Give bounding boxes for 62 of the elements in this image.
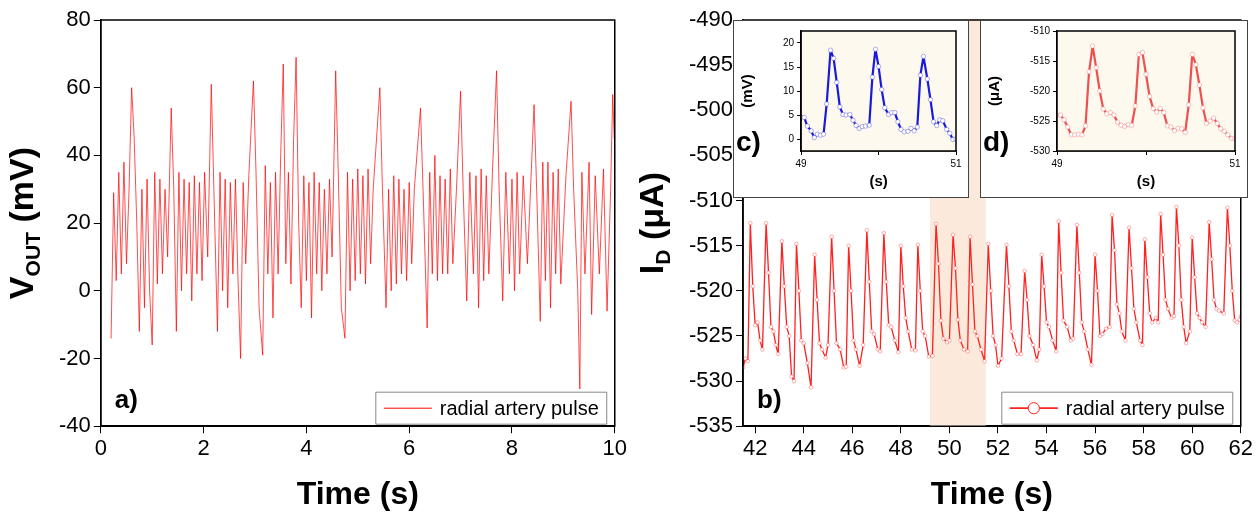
x-tick-label: 56: [1082, 435, 1108, 461]
y-tick-label: 20: [66, 209, 91, 235]
x-tick-label: 52: [985, 435, 1011, 461]
y-tick-label: -515: [688, 231, 734, 257]
y-tick-label: 10: [783, 84, 795, 96]
y-tick-label: -500: [688, 96, 734, 122]
y-tick-label: -20: [59, 344, 91, 370]
y-tick-label: -510: [688, 186, 734, 212]
y-axis-title: (μA): [985, 76, 1003, 106]
annotation: d): [983, 125, 1010, 157]
y-tick-label: 80: [66, 6, 91, 32]
y-tick-label: -520: [688, 276, 734, 302]
x-tick-label: 42: [742, 435, 768, 461]
annotation: b): [757, 384, 782, 415]
y-tick-label: 5: [788, 108, 795, 120]
x-tick-label: 4: [300, 435, 313, 461]
y-tick-label: -530: [688, 367, 734, 393]
annotation: c): [736, 125, 761, 157]
legend-label: radial artery pulse: [439, 396, 599, 419]
y-tick-label: -490: [688, 6, 734, 32]
y-tick-label: 60: [66, 73, 91, 99]
y-tick-label: -525: [688, 322, 734, 347]
x-tick-label: 10: [602, 435, 628, 461]
x-tick-label: 54: [1034, 435, 1059, 461]
x-tick-label: 62: [1228, 435, 1254, 461]
y-tick-label: -40: [59, 412, 91, 438]
x-tick-label: 51: [950, 157, 962, 169]
y-axis-title: ID (μA): [632, 172, 675, 275]
y-tick-label: 0: [788, 132, 795, 144]
x-tick-label: 60: [1179, 435, 1205, 461]
y-tick-label: -535: [688, 412, 734, 438]
x-tick-label: 46: [840, 435, 865, 461]
y-tick-label: -530: [1030, 144, 1051, 156]
x-tick-label: 49: [795, 157, 808, 169]
x-axis-title: Time (s): [930, 474, 1053, 511]
y-axis-title: (mV): [738, 74, 756, 108]
y-tick-label: 20: [783, 36, 795, 48]
x-tick-label: 50: [937, 435, 962, 461]
y-tick-label: -495: [688, 51, 734, 77]
y-tick-label: 0: [78, 276, 91, 302]
y-tick-label: -520: [1030, 84, 1051, 96]
x-tick-label: 48: [888, 435, 914, 461]
y-tick-label: 15: [783, 60, 795, 72]
x-tick-label: 6: [403, 435, 416, 461]
y-tick-label: -515: [1030, 54, 1051, 66]
x-tick-label: 8: [505, 435, 519, 461]
y-tick-label: -510: [1030, 24, 1051, 36]
x-tick-label: 2: [197, 435, 210, 461]
y-tick-label: -505: [688, 141, 734, 167]
x-tick-label: 44: [791, 435, 816, 461]
x-tick-label: 49: [1051, 157, 1064, 169]
legend-label: radial artery pulse: [1065, 396, 1225, 419]
x-tick-label: 58: [1131, 435, 1156, 461]
x-axis-title: (s): [1136, 172, 1156, 190]
y-tick-label: 40: [66, 141, 91, 167]
x-axis-title: Time (s): [296, 474, 419, 511]
x-axis-title: (s): [869, 172, 888, 190]
y-tick-label: -525: [1030, 114, 1051, 126]
y-axis-title: VOUT (mV): [2, 147, 45, 300]
x-tick-label: 51: [1229, 157, 1241, 169]
x-tick-label: 0: [94, 435, 107, 461]
annotation: a): [114, 384, 138, 415]
